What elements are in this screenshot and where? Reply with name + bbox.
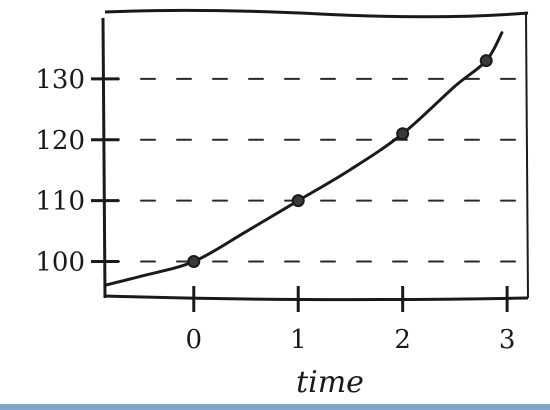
top-border xyxy=(104,8,529,19)
data-point-2 xyxy=(396,127,410,141)
x-axis-label: time xyxy=(296,365,364,400)
data-point-1 xyxy=(291,194,305,208)
series-line xyxy=(103,31,504,287)
y-tick-label-110: 110 xyxy=(35,187,85,217)
right-border xyxy=(525,13,529,299)
plot-frame xyxy=(0,8,550,410)
x-tick-label-3: 3 xyxy=(499,325,516,355)
y-tick-label-100: 100 xyxy=(35,247,85,277)
data-point-3 xyxy=(479,54,493,68)
x-tick-label-1: 1 xyxy=(290,325,307,355)
series-curve xyxy=(103,31,504,287)
grid-lines xyxy=(104,77,525,263)
bottom-page-border xyxy=(0,404,550,410)
data-point-0 xyxy=(187,254,201,268)
y-axis-line xyxy=(101,17,107,299)
y-tick-label-120: 120 xyxy=(35,126,85,156)
ticks: 100 110 120 130 0 1 2 3 xyxy=(35,65,515,355)
x-tick-label-2: 2 xyxy=(394,325,411,355)
x-axis-line xyxy=(104,294,529,302)
y-tick-label-130: 130 xyxy=(35,65,85,95)
x-tick-label-0: 0 xyxy=(186,325,203,355)
data-points xyxy=(187,54,493,268)
